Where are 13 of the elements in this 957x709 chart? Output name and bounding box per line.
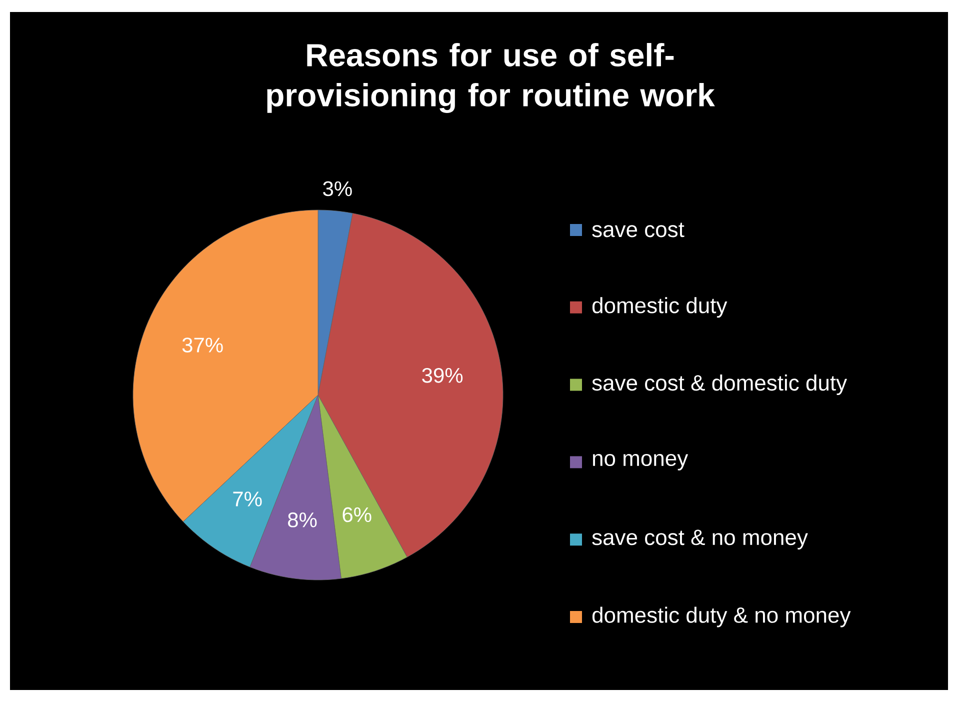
- legend-label: no money: [593, 454, 688, 470]
- chart-title: Reasons for use of self-provisioning for routine work: [267, 43, 715, 113]
- data-label: 8%: [288, 512, 317, 528]
- legend-label: domestic duty: [592, 297, 728, 318]
- legend-label: domestic duty & no money: [592, 606, 851, 628]
- legend-label: save cost: [592, 222, 684, 238]
- data-label: 3%: [323, 181, 352, 196]
- legend-label: save cost & no money: [592, 530, 808, 550]
- data-label: 37%: [182, 338, 223, 352]
- data-label: 7%: [233, 492, 262, 506]
- data-label: 6%: [342, 507, 372, 522]
- data-label: 39%: [422, 368, 463, 383]
- legend-label: save cost & domestic duty: [592, 374, 848, 396]
